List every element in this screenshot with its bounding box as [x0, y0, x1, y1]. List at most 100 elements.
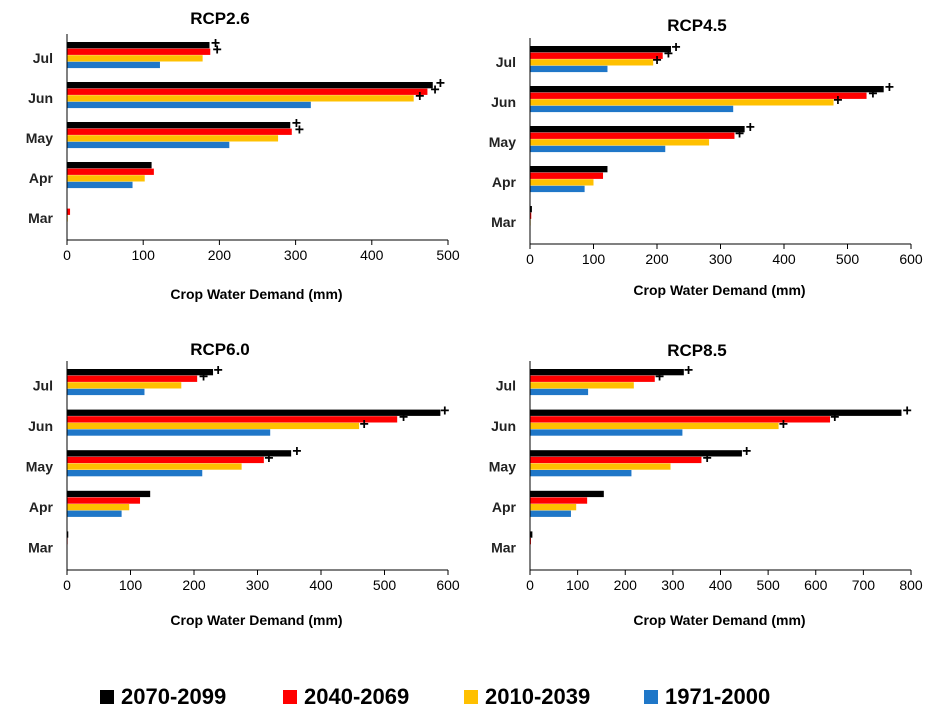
x-tick-label: 0: [63, 577, 71, 593]
category-label: Jun: [491, 418, 516, 434]
bar-apr-2010-2039: [67, 504, 130, 511]
bar-may-1971-2000: [530, 470, 632, 477]
chart-title: RCP4.5: [667, 16, 727, 35]
x-axis-label: Crop Water Demand (mm): [170, 286, 342, 302]
x-tick-label: 800: [899, 577, 923, 593]
bar-jun-2040-2069: [67, 88, 428, 95]
plus-marker: +: [742, 443, 751, 460]
bar-jun-1971-2000: [530, 105, 734, 113]
bar-apr-2040-2069: [67, 168, 154, 175]
x-tick-label: 300: [661, 577, 685, 593]
plus-marker: +: [360, 416, 369, 433]
plus-marker: +: [264, 450, 273, 467]
x-tick-label: 0: [63, 247, 71, 263]
bar-may-1971-2000: [67, 141, 230, 149]
bar-apr-2070-2099: [67, 162, 152, 169]
chart-3: RCP8.5 Jul Jun May Apr Mar + + + + + + +0 100 200 300 40…: [489, 341, 923, 628]
category-label: May: [26, 130, 53, 146]
legend-label-2040-2069: 2040-2069: [304, 684, 409, 709]
bar-jul-2010-2039: [530, 59, 654, 66]
plus-marker: +: [903, 403, 912, 420]
bar-mar-2040-2069: [67, 208, 71, 215]
category-label: Jun: [28, 90, 53, 106]
category-label: May: [26, 459, 53, 475]
bar-jul-2040-2069: [67, 48, 211, 55]
category-label: Jun: [28, 418, 53, 434]
bar-may-2010-2039: [67, 135, 279, 142]
bar-mar-2070-2099: [530, 206, 532, 213]
bar-apr-2040-2069: [67, 497, 141, 504]
legend-swatch-1971-2000: [644, 690, 658, 704]
bar-jun-1971-2000: [67, 101, 311, 109]
category-label: Jul: [33, 50, 53, 66]
bar-jun-2040-2069: [67, 416, 398, 423]
bar-apr-2010-2039: [67, 175, 145, 182]
x-tick-label: 100: [582, 251, 606, 267]
x-axis-label: Crop Water Demand (mm): [170, 612, 342, 628]
x-tick-label: 500: [436, 247, 460, 263]
x-tick-label: 100: [132, 247, 156, 263]
x-axis-label: Crop Water Demand (mm): [633, 612, 805, 628]
plus-marker: +: [671, 39, 680, 56]
bar-jul-2010-2039: [67, 55, 203, 62]
bar-jun-2010-2039: [67, 95, 414, 102]
chart-title: RCP2.6: [190, 9, 250, 28]
bar-jun-1971-2000: [67, 429, 271, 436]
category-label: Mar: [28, 540, 53, 556]
plus-marker: +: [295, 122, 304, 139]
plus-marker: +: [868, 86, 877, 103]
bar-apr-1971-2000: [530, 185, 585, 193]
bar-jul-2010-2039: [530, 382, 634, 389]
bar-mar-2070-2099: [530, 531, 533, 538]
bar-may-2040-2069: [67, 456, 264, 464]
bar-may-1971-2000: [67, 470, 203, 477]
x-tick-label: 0: [526, 251, 534, 267]
plus-marker: +: [746, 119, 755, 136]
bar-apr-2010-2039: [530, 504, 577, 511]
legend-swatch-2010-2039: [464, 690, 478, 704]
legend-label-2010-2039: 2010-2039: [485, 684, 590, 709]
chart-title: RCP8.5: [667, 341, 727, 360]
bar-jul-2070-2099: [67, 42, 210, 49]
bar-may-2010-2039: [67, 463, 242, 470]
x-tick-label: 100: [566, 577, 590, 593]
plus-marker: +: [199, 369, 208, 386]
bar-jun-2070-2099: [67, 82, 433, 89]
bar-apr-2070-2099: [67, 490, 151, 498]
bar-jun-2040-2069: [530, 92, 867, 99]
x-tick-label: 500: [756, 577, 780, 593]
bar-jul-2040-2069: [67, 375, 198, 382]
category-label: May: [489, 134, 516, 150]
x-axis-label: Crop Water Demand (mm): [633, 282, 805, 298]
bar-jul-2070-2099: [530, 369, 684, 376]
bar-mar-2070-2099: [67, 531, 69, 538]
bar-jul-1971-2000: [530, 388, 589, 396]
category-label: Mar: [491, 540, 516, 556]
bar-apr-2010-2039: [530, 179, 594, 186]
category-label: Jul: [496, 377, 516, 393]
bar-may-2010-2039: [530, 139, 710, 146]
plus-marker: +: [684, 362, 693, 379]
legend-swatch-2070-2099: [100, 690, 114, 704]
bar-may-2010-2039: [530, 463, 671, 470]
bar-jun-2070-2099: [67, 409, 441, 416]
x-tick-label: 600: [436, 577, 460, 593]
plus-marker: +: [430, 82, 439, 99]
x-tick-label: 300: [284, 247, 308, 263]
bar-apr-2040-2069: [530, 497, 588, 504]
bar-may-2070-2099: [67, 450, 292, 457]
plus-marker: +: [212, 42, 221, 59]
bar-jul-2010-2039: [67, 382, 182, 389]
bar-apr-1971-2000: [67, 181, 133, 189]
bar-jun-2070-2099: [530, 86, 884, 93]
bar-apr-1971-2000: [530, 510, 571, 517]
bar-jun-2070-2099: [530, 409, 902, 416]
bar-jun-2010-2039: [530, 422, 779, 430]
bar-apr-2070-2099: [530, 166, 608, 173]
x-tick-label: 300: [709, 251, 733, 267]
x-tick-label: 500: [373, 577, 397, 593]
plus-marker: +: [213, 362, 222, 379]
category-label: Mar: [28, 210, 53, 226]
